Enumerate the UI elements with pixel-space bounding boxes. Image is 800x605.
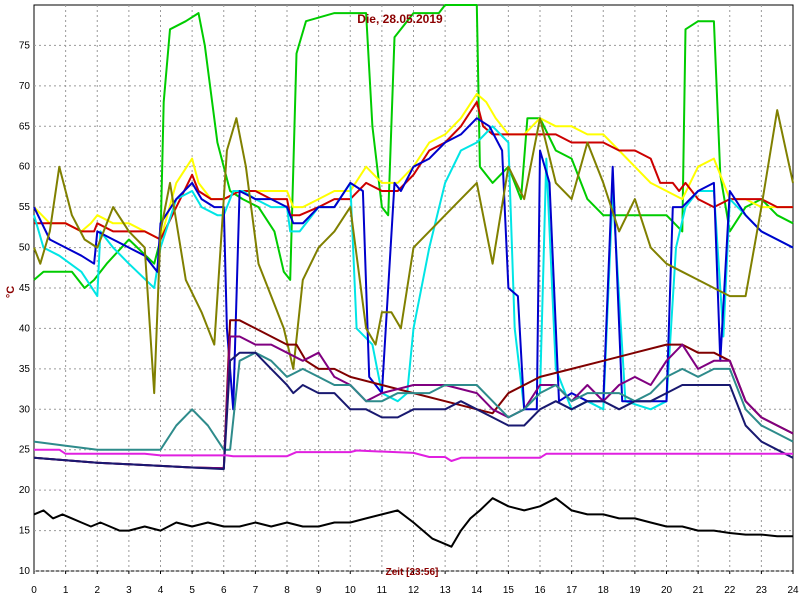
- y-tick-label: 35: [19, 364, 31, 375]
- y-axis-label: °C: [5, 286, 17, 298]
- x-tick-label: 15: [503, 585, 515, 596]
- x-tick-label: 10: [345, 585, 357, 596]
- x-tick-label: 0: [31, 585, 37, 596]
- x-tick-label: 11: [377, 585, 388, 596]
- x-tick-label: 8: [284, 585, 290, 596]
- x-tick-label: 1: [63, 585, 69, 596]
- x-tick-label: 6: [221, 585, 227, 596]
- x-tick-label: 23: [756, 585, 768, 596]
- x-tick-label: 3: [126, 585, 132, 596]
- series-line-6: [33, 109, 794, 395]
- y-tick-label: 15: [19, 526, 31, 537]
- y-tick-label: 10: [19, 566, 31, 577]
- x-tick-label: 17: [566, 585, 578, 596]
- x-tick-label: 13: [440, 585, 452, 596]
- y-tick-label: 45: [19, 283, 31, 294]
- series-line-9: [33, 351, 794, 451]
- y-tick-label: 75: [19, 40, 31, 51]
- x-tick-label: 9: [316, 585, 322, 596]
- x-tick-label: 12: [408, 585, 420, 596]
- y-tick-label: 20: [19, 485, 31, 496]
- series-line-5: [33, 117, 794, 411]
- x-tick-label: 18: [598, 585, 610, 596]
- x-tick-label: 7: [253, 585, 259, 596]
- x-tick-label: 24: [787, 585, 799, 596]
- x-tick-label: 22: [724, 585, 736, 596]
- y-tick-label: 50: [19, 243, 31, 254]
- x-tick-label: 16: [534, 585, 546, 596]
- x-tick-label: 21: [693, 585, 705, 596]
- series-line-11: [34, 448, 793, 462]
- y-tick-label: 70: [19, 81, 31, 92]
- x-axis-label: Zeit [23:56]: [386, 567, 439, 578]
- x-tick-label: 2: [94, 585, 100, 596]
- x-tick-label: 14: [471, 585, 483, 596]
- x-tick-label: 20: [661, 585, 673, 596]
- y-tick-label: 65: [19, 121, 31, 132]
- x-tick-label: 19: [629, 585, 641, 596]
- y-tick-label: 40: [19, 323, 31, 334]
- y-tick-label: 25: [19, 445, 31, 456]
- y-tick-label: 30: [19, 404, 31, 415]
- series-line-10: [33, 351, 794, 471]
- y-tick-label: 55: [19, 202, 31, 213]
- x-tick-label: 5: [189, 585, 195, 596]
- y-tick-label: 60: [19, 162, 31, 173]
- chart-title: Die, 28.05.2019: [357, 12, 443, 26]
- x-tick-label: 4: [158, 585, 164, 596]
- series-line-12: [33, 497, 793, 548]
